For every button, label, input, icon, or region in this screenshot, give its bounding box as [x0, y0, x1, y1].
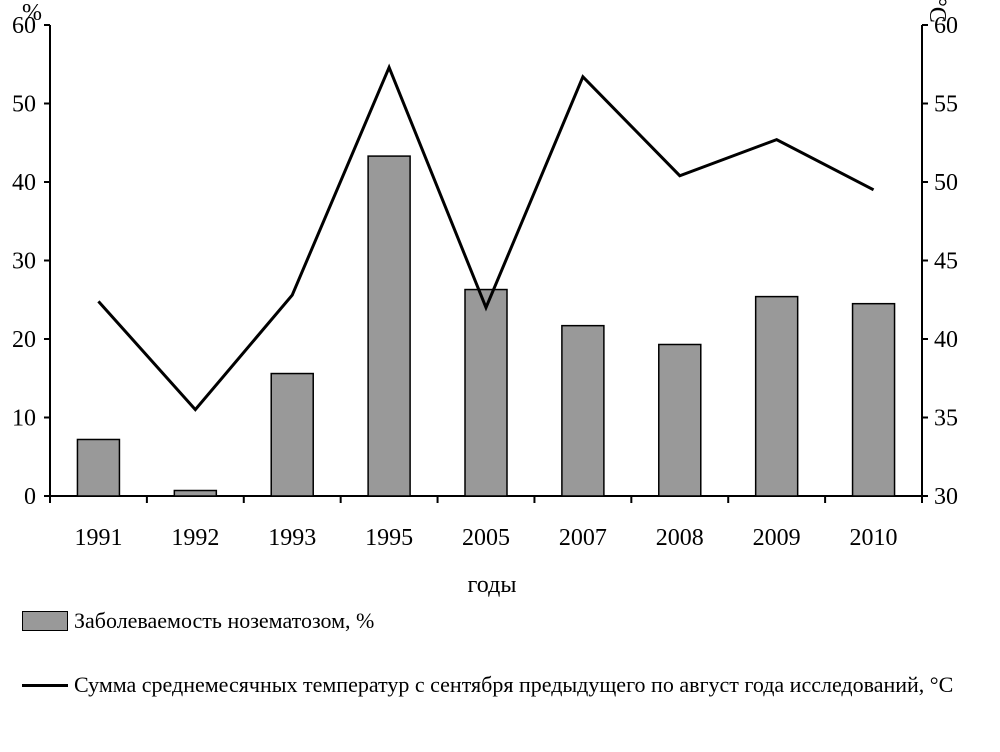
legend-bar-swatch — [22, 611, 68, 631]
right-tick-label: 45 — [934, 249, 958, 275]
right-axis-unit: °C — [924, 0, 950, 23]
bar — [658, 343, 702, 497]
right-tick-label: 35 — [934, 406, 958, 432]
bar — [754, 295, 799, 497]
left-tick-label: 10 — [12, 406, 36, 432]
bar — [76, 438, 121, 497]
x-tick-label: 1992 — [171, 525, 219, 551]
left-tick-label: 30 — [12, 249, 36, 275]
bar — [367, 155, 411, 497]
left-tick-label: 0 — [24, 484, 36, 510]
left-tick-label: 50 — [12, 92, 36, 118]
legend-item-line: Сумма среднемесячных температур с сентяб… — [22, 670, 974, 700]
left-tick-label: 40 — [12, 170, 36, 196]
right-tick-label: 50 — [934, 170, 958, 196]
x-tick-label: 2009 — [753, 525, 801, 551]
right-tick-label: 55 — [934, 92, 958, 118]
right-tick-label: 30 — [934, 484, 958, 510]
x-tick-label: 2010 — [850, 525, 898, 551]
left-axis-unit: % — [22, 0, 42, 26]
bar — [561, 324, 605, 497]
x-axis-title: годы — [468, 572, 517, 598]
bar — [270, 372, 314, 497]
legend-line-swatch — [22, 684, 68, 687]
legend: Заболеваемость нозематозом, % Сумма сред… — [22, 606, 974, 700]
x-tick-label: 2007 — [559, 525, 607, 551]
legend-item-bar: Заболеваемость нозематозом, % — [22, 606, 974, 636]
x-tick-label: 2005 — [462, 525, 510, 551]
legend-label-line: Сумма среднемесячных температур с сентяб… — [74, 672, 954, 697]
right-tick-label: 40 — [934, 327, 958, 353]
right-tick-label: 60 — [934, 13, 958, 39]
bar — [173, 489, 218, 497]
bar — [851, 302, 896, 497]
left-tick-label: 60 — [12, 13, 36, 39]
x-tick-label: 1991 — [74, 525, 122, 551]
plot-area: 0 10 20 30 40 50 60 30 35 40 45 50 55 60 1991 1992 1993 1… — [12, 13, 958, 551]
temperature-line — [97, 63, 875, 412]
bar — [464, 288, 508, 497]
left-tick-label: 20 — [12, 327, 36, 353]
chart: 0 10 20 30 40 50 60 30 35 40 45 50 55 60 1991 1992 1993 1… — [12, 0, 958, 598]
legend-label-bar: Заболеваемость нозематозом, % — [74, 608, 375, 633]
x-tick-label: 1995 — [365, 525, 413, 551]
x-tick-label: 2008 — [656, 525, 704, 551]
x-tick-label: 1993 — [268, 525, 316, 551]
